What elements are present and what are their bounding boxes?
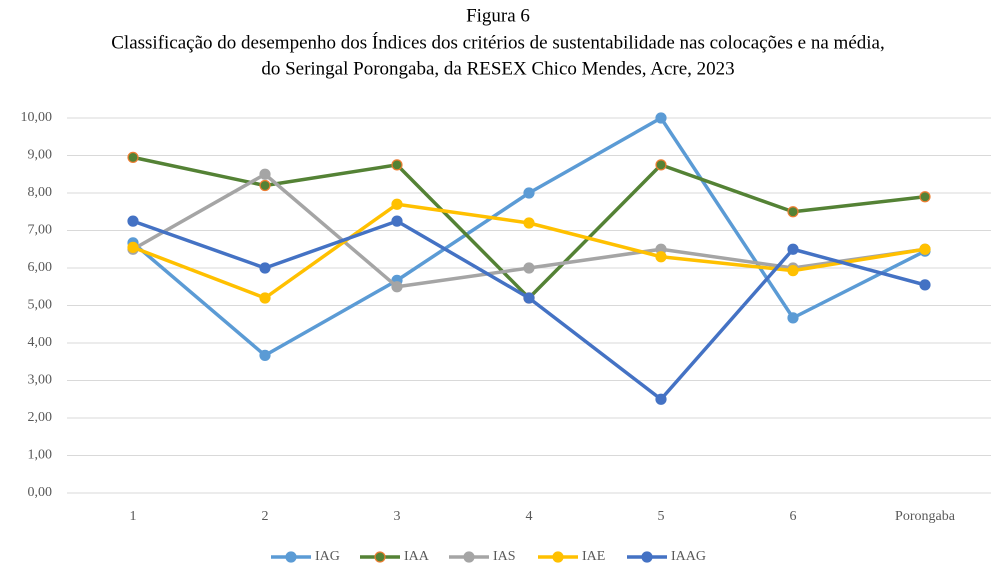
legend-marker: [285, 551, 297, 563]
data-point: [919, 279, 931, 291]
x-tick-label: 1: [130, 509, 137, 524]
data-point: [523, 217, 535, 229]
data-point: [391, 159, 403, 171]
y-tick-label: 10,00: [21, 110, 53, 125]
chart-subtitle: do Seringal Porongaba, da RESEX Chico Me…: [261, 58, 734, 79]
y-tick-label: 7,00: [28, 223, 53, 238]
data-point: [259, 262, 271, 274]
y-tick-label: 9,00: [28, 148, 53, 163]
data-point: [523, 292, 535, 304]
data-point: [655, 112, 667, 124]
x-tick-label: Porongaba: [895, 509, 956, 524]
data-point: [787, 206, 799, 218]
data-point: [787, 243, 799, 255]
x-tick-label: 4: [526, 509, 533, 524]
y-tick-label: 4,00: [28, 335, 53, 350]
legend-label: IAA: [404, 549, 430, 564]
data-point: [655, 159, 667, 171]
legend-marker: [463, 551, 475, 563]
data-point: [391, 215, 403, 227]
data-point: [655, 251, 667, 263]
y-tick-label: 3,00: [28, 373, 53, 388]
legend-label: IAE: [582, 549, 605, 564]
data-point: [391, 198, 403, 210]
legend-marker: [552, 551, 564, 563]
x-tick-label: 6: [790, 509, 797, 524]
data-point: [919, 243, 931, 255]
data-point: [787, 312, 799, 324]
chart-subtitle: Classificação do desempenho dos Índices …: [111, 31, 884, 53]
legend-label: IAG: [315, 549, 340, 564]
data-point: [787, 265, 799, 277]
legend-label: IAAG: [671, 549, 706, 564]
y-tick-label: 6,00: [28, 260, 53, 275]
y-tick-label: 0,00: [28, 485, 53, 500]
x-tick-label: 5: [658, 509, 665, 524]
chart-title: Figura 6: [466, 5, 530, 26]
data-point: [127, 215, 139, 227]
legend-label: IAS: [493, 549, 516, 564]
data-point: [127, 241, 139, 253]
data-point: [391, 281, 403, 293]
legend-marker: [641, 551, 653, 563]
x-tick-label: 3: [394, 509, 401, 524]
data-point: [655, 393, 667, 405]
data-point: [919, 191, 931, 203]
x-tick-label: 2: [262, 509, 269, 524]
data-point: [127, 151, 139, 163]
y-tick-label: 2,00: [28, 410, 53, 425]
y-tick-label: 1,00: [28, 448, 53, 463]
data-point: [523, 187, 535, 199]
legend-marker: [374, 551, 386, 563]
data-point: [259, 349, 271, 361]
data-point: [259, 179, 271, 192]
data-point: [259, 168, 271, 180]
y-tick-label: 5,00: [28, 298, 53, 313]
y-tick-label: 8,00: [28, 185, 53, 200]
data-point: [259, 292, 271, 304]
series-line: [131, 116, 926, 358]
data-point: [523, 262, 535, 274]
